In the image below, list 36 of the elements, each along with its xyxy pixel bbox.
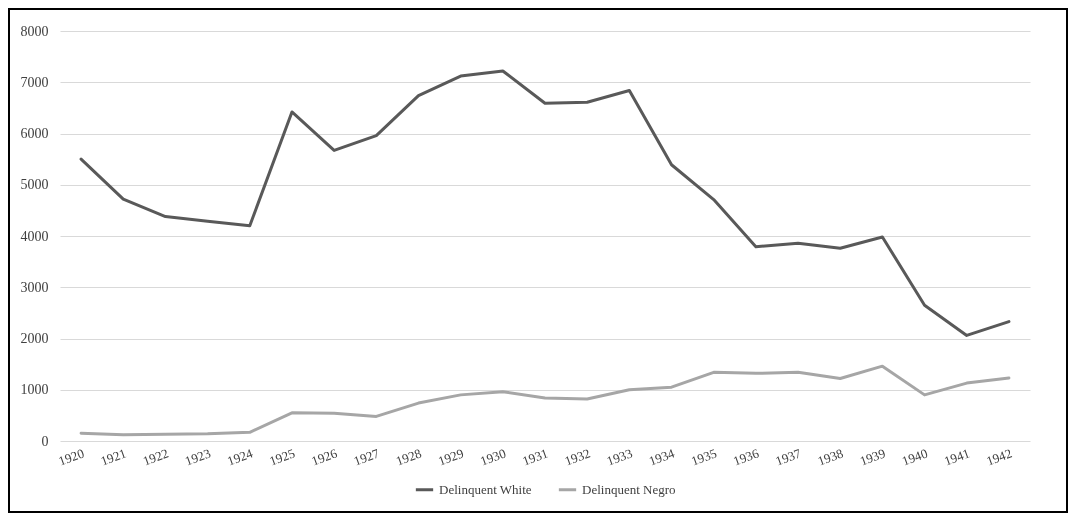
x-tick-label: 1931 [520,445,550,469]
x-tick-label: 1924 [225,445,256,469]
x-tick-label: 1930 [478,445,508,469]
x-tick-label: 1939 [857,445,888,469]
y-tick-label: 0 [41,433,49,449]
y-tick-label: 6000 [20,126,49,141]
x-tick-label: 1926 [309,445,340,469]
x-tick-label: 1941 [942,445,972,469]
x-tick-label: 1927 [351,445,382,469]
line-series [79,364,1011,437]
x-tick-label: 1936 [731,445,762,469]
x-tick-label: 1922 [140,445,171,469]
y-tick-label: 7000 [20,74,49,90]
x-tick-label: 1940 [899,445,930,469]
x-tick-label: 1925 [267,445,297,469]
x-tick-label: 1938 [815,445,846,469]
x-tick-label: 1921 [98,445,129,469]
x-tick-label: 1928 [393,445,424,469]
legend-label: Delinquent Negro [582,481,676,497]
x-tick-label: 1929 [436,445,466,469]
legend-label: Delinquent White [439,481,532,497]
line-series [79,69,1011,337]
x-tick-label: 1932 [562,445,593,469]
y-tick-label: 4000 [20,228,49,244]
x-tick-label: 1942 [984,445,1014,469]
y-tick-label: 5000 [20,177,49,193]
y-tick-label: 8000 [20,23,49,39]
y-tick-label: 2000 [20,331,49,346]
x-tick-label: 1920 [56,445,87,469]
x-tick-label: 1923 [182,445,213,469]
y-tick-label: 1000 [20,382,49,398]
y-tick-label: 3000 [20,279,49,295]
x-tick-label: 1935 [689,445,719,469]
x-tick-label: 1933 [604,445,635,469]
x-tick-label: 1937 [773,445,804,469]
x-tick-label: 1934 [646,445,677,469]
